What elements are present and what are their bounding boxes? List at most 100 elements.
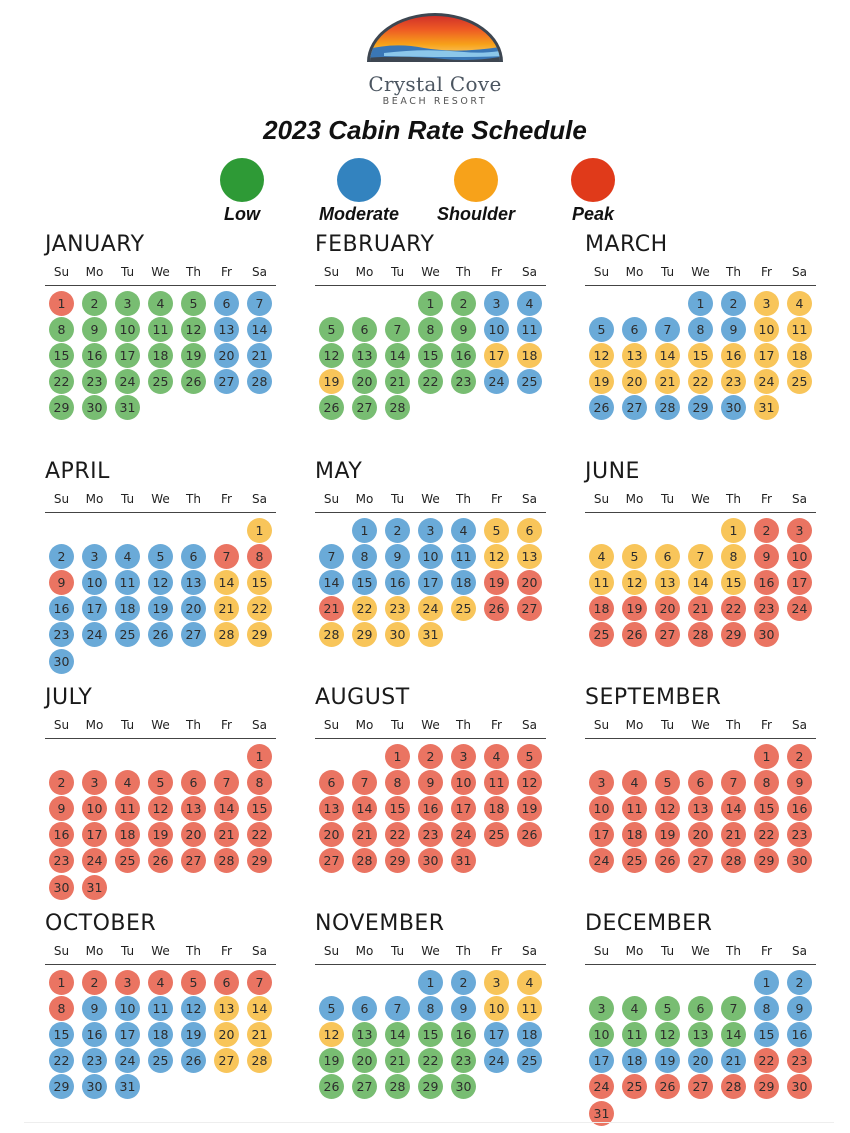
day-cell: 18 [148, 342, 173, 368]
month-divider [315, 738, 546, 739]
day-cell: 28 [721, 1074, 746, 1100]
empty-day-cell [684, 969, 717, 995]
day-cell: 30 [49, 648, 74, 674]
day-cell: 26 [181, 369, 206, 395]
day-cell: 1 [49, 290, 74, 316]
day-cell: 27 [622, 395, 647, 421]
day-cell: 14 [688, 569, 713, 595]
day-cell: 15 [352, 569, 377, 595]
weekday-label: Fr [491, 718, 502, 732]
weekday-label: Th [726, 492, 741, 506]
day-cell: 18 [517, 1021, 542, 1047]
day-cell: 23 [418, 822, 443, 848]
day-cell: 2 [418, 743, 443, 769]
day-cell: 19 [148, 822, 173, 848]
day-cell: 8 [352, 543, 377, 569]
day-cell: 15 [721, 569, 746, 595]
day-cell: 17 [484, 342, 509, 368]
day-cell: 18 [589, 596, 614, 622]
day-cell: 25 [787, 369, 812, 395]
empty-day-cell [618, 743, 651, 769]
day-cell: 4 [115, 543, 140, 569]
day-cell: 7 [247, 290, 272, 316]
day-cell: 28 [214, 848, 239, 874]
weekday-label: Mo [85, 265, 104, 279]
weekday-header: Su Mo Tu We Th Fr Sa [45, 488, 277, 510]
month-divider [45, 285, 276, 286]
weekday-label: Fr [761, 944, 772, 958]
day-cell: 19 [181, 342, 206, 368]
day-cell: 27 [655, 622, 680, 648]
weekday-label: We [421, 492, 440, 506]
weekday-header: Su Mo Tu We Th Fr Sa [45, 714, 277, 736]
day-cell: 18 [115, 822, 140, 848]
day-cell: 25 [589, 622, 614, 648]
legend-label-peak: Peak [571, 204, 615, 224]
day-cell: 23 [787, 1048, 812, 1074]
day-cell: 19 [181, 1021, 206, 1047]
day-cell: 11 [589, 569, 614, 595]
month-divider [315, 964, 546, 965]
day-cell: 7 [352, 769, 377, 795]
day-grid: 1 2 3 4 5 6 7 8 9 10 11 12 13 14 15 16 17 18 19 20 21 22 23 24 2… [45, 743, 277, 900]
weekday-label: Th [726, 718, 741, 732]
weekday-label: Tu [120, 944, 135, 958]
day-cell: 15 [247, 795, 272, 821]
legend-item-moderate: Moderate [299, 158, 419, 225]
day-cell: 18 [115, 596, 140, 622]
weekday-label: Th [186, 718, 201, 732]
empty-day-cell [585, 517, 618, 543]
weekday-label: Sa [522, 492, 537, 506]
weekday-label: Fr [761, 492, 772, 506]
day-cell: 10 [589, 795, 614, 821]
weekday-label: Sa [522, 265, 537, 279]
day-cell: 5 [319, 316, 344, 342]
weekday-label: Sa [792, 265, 807, 279]
day-cell: 5 [655, 995, 680, 1021]
month-divider [585, 285, 816, 286]
day-cell: 21 [214, 596, 239, 622]
weekday-label: Mo [355, 265, 374, 279]
day-cell: 14 [385, 342, 410, 368]
day-cell: 24 [451, 822, 476, 848]
day-cell: 22 [418, 369, 443, 395]
day-cell: 31 [115, 395, 140, 421]
day-cell: 10 [115, 316, 140, 342]
day-cell: 19 [517, 795, 542, 821]
day-cell: 18 [517, 342, 542, 368]
day-cell: 20 [181, 596, 206, 622]
weekday-label: We [691, 944, 710, 958]
day-cell: 23 [49, 848, 74, 874]
sunset-logo-icon [367, 13, 503, 62]
weekday-label: Mo [625, 944, 644, 958]
day-cell: 21 [688, 596, 713, 622]
empty-day-cell [315, 743, 348, 769]
day-cell: 15 [418, 1021, 443, 1047]
day-cell: 28 [214, 622, 239, 648]
weekday-label: Fr [491, 944, 502, 958]
empty-day-cell [684, 743, 717, 769]
day-cell: 1 [247, 517, 272, 543]
day-cell: 25 [517, 1048, 542, 1074]
weekday-label: Su [53, 944, 70, 958]
weekday-label: Th [456, 492, 471, 506]
day-cell: 23 [787, 822, 812, 848]
weekday-label: Fr [221, 944, 232, 958]
weekday-header: Su Mo Tu We Th Fr Sa [585, 261, 817, 283]
day-cell: 9 [451, 995, 476, 1021]
day-cell: 30 [787, 1074, 812, 1100]
day-cell: 31 [115, 1074, 140, 1100]
day-cell: 28 [385, 395, 410, 421]
day-cell: 26 [655, 1074, 680, 1100]
day-cell: 20 [352, 1048, 377, 1074]
day-cell: 24 [589, 848, 614, 874]
day-cell: 20 [517, 569, 542, 595]
day-cell: 11 [148, 995, 173, 1021]
day-cell: 3 [589, 769, 614, 795]
month-may: MAY Su Mo Tu We Th Fr Sa 1 2 3 4 5 6 7 8 9 10 11 12 13 14 15… [315, 456, 547, 648]
day-cell: 14 [214, 795, 239, 821]
day-cell: 16 [451, 342, 476, 368]
month-divider [45, 512, 276, 513]
day-cell: 27 [352, 1074, 377, 1100]
day-cell: 2 [49, 769, 74, 795]
